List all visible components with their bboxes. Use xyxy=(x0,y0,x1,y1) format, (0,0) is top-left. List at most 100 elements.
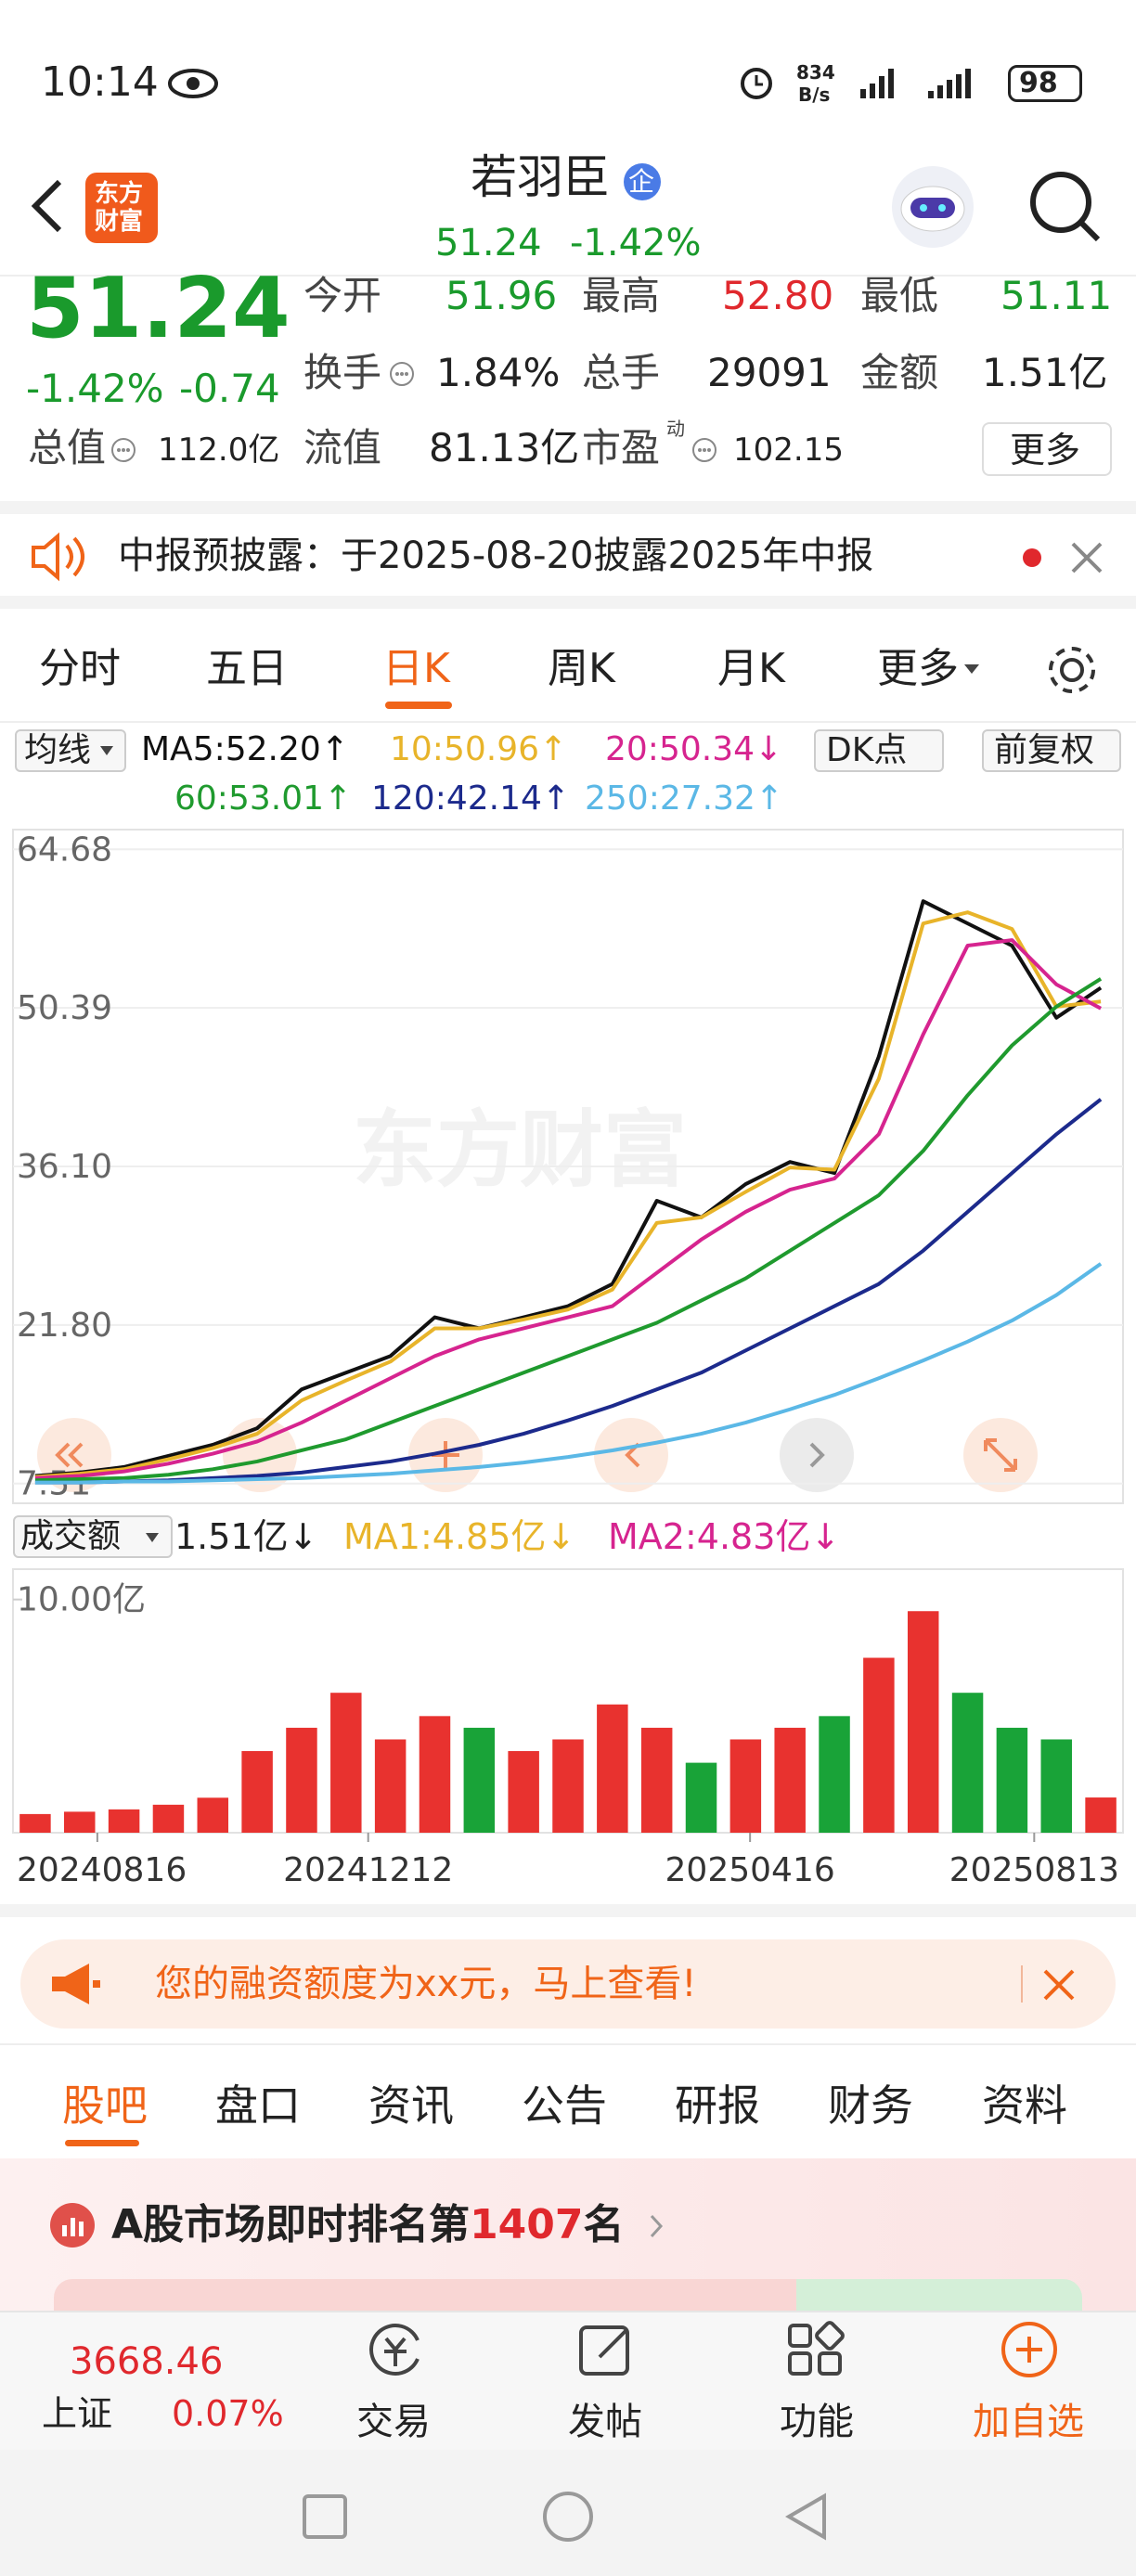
info-tab[interactable]: 资讯 xyxy=(368,2080,454,2131)
nav-label[interactable]: 交易 xyxy=(356,2401,431,2443)
period-tab[interactable]: 周K xyxy=(548,645,615,692)
x-tick-label: 20240816 xyxy=(17,1851,187,1889)
post-icon xyxy=(579,2325,629,2376)
recent-button[interactable] xyxy=(299,2491,351,2543)
close-button[interactable] xyxy=(1069,540,1104,575)
stock-name: 若羽臣 xyxy=(471,150,610,204)
ma-legend-item: 60:53.01↑ xyxy=(174,779,353,818)
adjust-button[interactable] xyxy=(982,729,1121,772)
volume-bar xyxy=(774,1727,806,1833)
volume-bar xyxy=(286,1727,317,1833)
volume-bar xyxy=(597,1704,628,1833)
info-tab-active[interactable]: 股吧 xyxy=(62,2080,148,2131)
field-label: 流值 xyxy=(303,425,382,470)
assistant-avatar[interactable] xyxy=(886,162,979,251)
back-button[interactable] xyxy=(24,176,71,236)
ma-line xyxy=(34,977,1103,1483)
function-icon xyxy=(788,2321,845,2376)
nav-button[interactable] xyxy=(780,1418,854,1492)
back-nav-button[interactable] xyxy=(781,2491,833,2543)
field-label: 最高 xyxy=(582,273,661,318)
rank-text: A股市场即时排名第1407名 xyxy=(111,2205,625,2246)
settings-button[interactable] xyxy=(1044,642,1100,698)
nav-label[interactable]: 加自选 xyxy=(973,2401,1084,2443)
volume-bar xyxy=(241,1751,273,1833)
volume-bar xyxy=(640,1727,673,1833)
nav-label[interactable]: 功能 xyxy=(780,2401,854,2443)
header-change: -1.42% xyxy=(570,222,702,264)
header-price: 51.24 xyxy=(435,222,542,264)
y-tick-label: 10.00亿 xyxy=(17,1581,146,1619)
ma-line xyxy=(34,910,1102,1479)
period-tab[interactable]: 五日 xyxy=(206,645,288,692)
search-button[interactable] xyxy=(1026,167,1104,245)
volume-bar xyxy=(330,1693,362,1833)
volume-bar xyxy=(374,1739,407,1833)
notice-text[interactable]: 中报预披露：于2025-08-20披露2025年中报 xyxy=(118,535,874,577)
index-name[interactable]: 上证 xyxy=(42,2393,113,2434)
info-tab[interactable]: 资料 xyxy=(982,2080,1067,2131)
period-tab[interactable]: 分时 xyxy=(39,645,121,692)
info-tab[interactable]: 研报 xyxy=(675,2080,760,2131)
field-value: 29091 xyxy=(707,350,832,395)
net-speed: 834 xyxy=(796,61,835,84)
megaphone-icon xyxy=(52,1964,100,2004)
home-button[interactable] xyxy=(540,2489,596,2544)
app-logo xyxy=(85,173,158,243)
volume-bar xyxy=(819,1716,850,1833)
volume-bar xyxy=(152,1804,185,1833)
volume-bar xyxy=(108,1809,140,1833)
field-label: 总值 xyxy=(28,425,107,470)
field-value: 51.96 xyxy=(445,273,558,318)
y-tick-label: 64.68 xyxy=(17,831,112,869)
y-tick-label: 50.39 xyxy=(17,989,112,1027)
indicator-label: 成交额 xyxy=(20,1517,122,1555)
volume-bar xyxy=(685,1762,717,1833)
info-icon xyxy=(390,362,414,386)
info-icon xyxy=(111,438,136,462)
watermark: 东方财富 xyxy=(353,1101,687,1199)
info-tab[interactable]: 财务 xyxy=(828,2080,913,2131)
volume-bar xyxy=(729,1739,762,1833)
volume-bar xyxy=(1040,1739,1072,1833)
field-label: 总手 xyxy=(582,350,661,395)
field-value: 52.80 xyxy=(722,273,834,318)
x-tick-label: 20250813 xyxy=(949,1851,1119,1889)
index-change[interactable]: 0.07% xyxy=(172,2393,284,2434)
net-unit: B/s xyxy=(798,84,831,106)
index-value[interactable]: 3668.46 xyxy=(70,2340,224,2383)
more-button[interactable] xyxy=(982,422,1112,476)
dropdown-arrow xyxy=(100,746,113,755)
period-tab[interactable]: 月K xyxy=(717,645,785,692)
indicator-selector[interactable] xyxy=(13,1515,173,1558)
volume-bar xyxy=(19,1813,51,1833)
volume-legend-item: MA2:4.83亿↓ xyxy=(608,1516,841,1557)
dk-button[interactable] xyxy=(814,729,944,772)
volume-bar xyxy=(951,1693,984,1833)
info-tab[interactable]: 公告 xyxy=(522,2080,607,2131)
ma-line xyxy=(34,1098,1103,1485)
promo-banner[interactable] xyxy=(20,1939,1116,2029)
dropdown-arrow xyxy=(964,664,979,674)
period-tab[interactable]: 更多 xyxy=(877,645,959,692)
eye-icon xyxy=(168,69,218,98)
alarm-icon xyxy=(741,68,772,99)
field-value: 51.11 xyxy=(1000,273,1113,318)
volume-bar xyxy=(463,1727,496,1833)
bottom-nav xyxy=(0,2311,1136,2450)
field-value: 1.51亿 xyxy=(982,350,1108,395)
sentiment-bar xyxy=(796,2279,1082,2316)
nav-label[interactable]: 发帖 xyxy=(568,2401,642,2443)
tab-underline xyxy=(385,702,452,709)
info-tab[interactable]: 盘口 xyxy=(215,2080,301,2131)
field-value: 102.15 xyxy=(733,431,844,469)
close-button[interactable] xyxy=(1041,1967,1077,2003)
more-label: 更多 xyxy=(1010,430,1081,470)
info-icon xyxy=(692,438,716,462)
battery xyxy=(1008,65,1082,102)
badge-text: 企 xyxy=(628,166,655,197)
ma-selector[interactable] xyxy=(15,729,126,772)
nav-button[interactable] xyxy=(594,1418,668,1492)
period-tab-active[interactable]: 日K xyxy=(382,645,450,692)
x-tick-label: 20241212 xyxy=(283,1851,453,1889)
